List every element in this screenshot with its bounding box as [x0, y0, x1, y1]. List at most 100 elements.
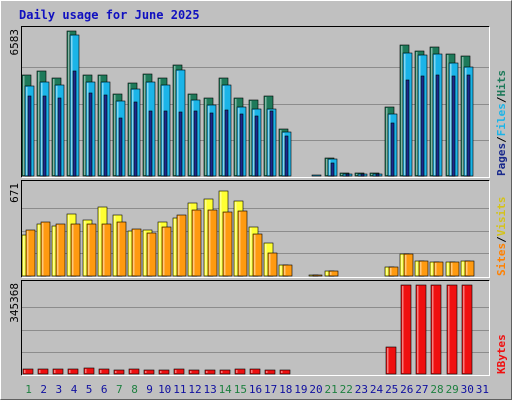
bar-highlight [235, 202, 237, 275]
x-tick-label: 30 [461, 383, 474, 396]
x-tick-label: 12 [188, 383, 201, 396]
bar-kbytes-day-11 [173, 368, 185, 375]
bar-sites-day-16 [252, 233, 263, 277]
bar-highlight [159, 79, 161, 175]
bar-kbytes-day-5 [83, 367, 95, 375]
bar-sites-day-7 [116, 221, 127, 277]
bar-highlight [84, 76, 86, 175]
y-max-label: 6583 [8, 29, 21, 56]
bar-highlight [175, 370, 177, 373]
bar-pages-day-4 [72, 70, 77, 177]
bar-highlight [114, 216, 116, 275]
bar-kbytes-day-27 [415, 284, 427, 375]
bar-highlight [129, 232, 131, 275]
bar-highlight [390, 268, 392, 275]
x-tick-label: 2 [40, 383, 47, 396]
x-tick-label: 22 [340, 383, 353, 396]
bar-highlight [99, 76, 101, 175]
legend-separator: / [495, 236, 508, 243]
legend-separator: / [495, 96, 508, 103]
bar-sites-day-6 [101, 223, 112, 277]
bar-highlight [463, 286, 465, 373]
bar-highlight [24, 370, 26, 373]
bar-highlight [416, 262, 418, 275]
bar-kbytes-day-18 [279, 369, 291, 375]
bar-highlight [117, 102, 119, 175]
bar-highlight [404, 54, 406, 175]
bar-highlight [281, 371, 283, 373]
x-tick-label: 11 [173, 383, 186, 396]
bar-highlight [419, 56, 421, 175]
bar-highlight [133, 230, 135, 275]
bar-pages-day-15 [239, 113, 244, 177]
bar-highlight [115, 371, 117, 373]
bar-highlight [87, 83, 89, 175]
x-tick-label: 18 [279, 383, 292, 396]
bar-highlight [238, 108, 240, 175]
bar-pages-day-30 [466, 74, 471, 177]
x-tick-label: 10 [158, 383, 171, 396]
bar-kbytes-day-4 [67, 368, 79, 375]
bar-highlight [326, 159, 328, 175]
x-tick-label: 6 [101, 383, 108, 396]
panel-border-light [21, 280, 490, 376]
bar-highlight [220, 192, 222, 275]
bar-highlight [250, 228, 252, 275]
bar-highlight [329, 160, 331, 175]
bar-highlight [160, 371, 162, 373]
bar-pages-day-6 [103, 94, 108, 177]
bar-highlight [162, 86, 164, 175]
x-tick-label: 19 [294, 383, 307, 396]
bar-sites-day-28 [433, 261, 444, 277]
bar-highlight [23, 76, 25, 175]
panel-border-light [21, 180, 490, 278]
x-tick-label: 24 [370, 383, 384, 396]
legend-kbytes: KBytes [495, 334, 508, 374]
bar-sites-day-18 [282, 264, 293, 277]
bar-sites-day-5 [86, 223, 97, 277]
bar-highlight [205, 99, 207, 175]
bar-pages-day-25 [390, 122, 395, 177]
bar-sites-day-2 [40, 221, 51, 277]
x-tick-label: 23 [355, 383, 368, 396]
bar-highlight [192, 101, 194, 175]
bar-sites-day-14 [222, 211, 233, 277]
panel-border-dark [21, 26, 490, 178]
bar-highlight [265, 97, 267, 175]
bar-kbytes-day-14 [219, 369, 231, 375]
legend-item-files: Files [495, 103, 508, 136]
bar-highlight [159, 223, 161, 275]
x-tick-label: 13 [203, 383, 216, 396]
bar-highlight [239, 212, 241, 275]
bar-highlight [54, 370, 56, 373]
x-tick-label: 9 [146, 383, 153, 396]
bar-highlight [102, 83, 104, 175]
x-tick-label: 29 [446, 383, 459, 396]
bar-highlight [69, 370, 71, 373]
bar-kbytes-day-16 [249, 368, 261, 375]
bar-highlight [466, 262, 468, 275]
bar-highlight [42, 223, 44, 275]
x-tick-label: 5 [86, 383, 93, 396]
bar-highlight [265, 244, 267, 275]
bar-highlight [356, 174, 358, 175]
bar-highlight [416, 52, 418, 175]
bar-highlight [84, 221, 86, 275]
bar-sites-day-10 [161, 226, 172, 277]
bar-sites-day-9 [146, 232, 157, 277]
bar-highlight [401, 46, 403, 175]
bar-highlight [283, 133, 285, 175]
bar-highlight [26, 87, 28, 175]
bar-pages-day-17 [269, 110, 274, 177]
bar-kbytes-day-26 [400, 284, 412, 375]
bar-highlight [71, 36, 73, 175]
x-tick-label: 21 [324, 383, 337, 396]
bar-highlight [280, 130, 282, 175]
bar-highlight [38, 225, 40, 275]
bar-kbytes-day-7 [113, 369, 125, 375]
bar-highlight [402, 286, 404, 373]
bar-kbytes-day-28 [430, 284, 442, 375]
bar-highlight [57, 225, 59, 275]
bar-pages-day-11 [178, 111, 183, 177]
